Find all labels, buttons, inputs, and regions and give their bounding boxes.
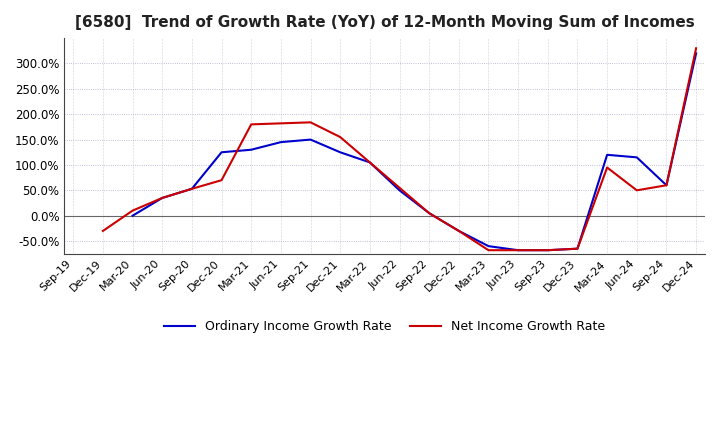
Line: Net Income Growth Rate: Net Income Growth Rate — [103, 48, 696, 250]
Ordinary Income Growth Rate — [514, 248, 523, 253]
Net Income Growth Rate — [573, 246, 582, 251]
Net Income Growth Rate — [484, 248, 492, 253]
Ordinary Income Growth Rate — [395, 188, 404, 193]
Ordinary Income Growth Rate — [484, 243, 492, 249]
Ordinary Income Growth Rate — [692, 51, 701, 56]
Ordinary Income Growth Rate — [128, 213, 137, 218]
Net Income Growth Rate — [276, 121, 285, 126]
Net Income Growth Rate — [514, 248, 523, 253]
Net Income Growth Rate — [217, 178, 226, 183]
Net Income Growth Rate — [632, 188, 641, 193]
Ordinary Income Growth Rate — [573, 246, 582, 251]
Ordinary Income Growth Rate — [425, 210, 433, 216]
Ordinary Income Growth Rate — [662, 183, 671, 188]
Net Income Growth Rate — [544, 248, 552, 253]
Net Income Growth Rate — [425, 210, 433, 216]
Ordinary Income Growth Rate — [247, 147, 256, 152]
Line: Ordinary Income Growth Rate: Ordinary Income Growth Rate — [132, 53, 696, 250]
Ordinary Income Growth Rate — [276, 139, 285, 145]
Net Income Growth Rate — [247, 122, 256, 127]
Ordinary Income Growth Rate — [217, 150, 226, 155]
Net Income Growth Rate — [603, 165, 611, 170]
Ordinary Income Growth Rate — [603, 152, 611, 158]
Net Income Growth Rate — [128, 208, 137, 213]
Net Income Growth Rate — [366, 160, 374, 165]
Ordinary Income Growth Rate — [544, 248, 552, 253]
Ordinary Income Growth Rate — [336, 150, 344, 155]
Net Income Growth Rate — [99, 228, 107, 234]
Title: [6580]  Trend of Growth Rate (YoY) of 12-Month Moving Sum of Incomes: [6580] Trend of Growth Rate (YoY) of 12-… — [75, 15, 695, 30]
Ordinary Income Growth Rate — [188, 186, 197, 191]
Legend: Ordinary Income Growth Rate, Net Income Growth Rate: Ordinary Income Growth Rate, Net Income … — [158, 315, 611, 338]
Net Income Growth Rate — [158, 195, 166, 201]
Net Income Growth Rate — [306, 120, 315, 125]
Ordinary Income Growth Rate — [366, 160, 374, 165]
Ordinary Income Growth Rate — [158, 195, 166, 201]
Ordinary Income Growth Rate — [632, 155, 641, 160]
Net Income Growth Rate — [662, 183, 671, 188]
Net Income Growth Rate — [188, 186, 197, 191]
Net Income Growth Rate — [692, 46, 701, 51]
Net Income Growth Rate — [336, 134, 344, 139]
Ordinary Income Growth Rate — [306, 137, 315, 142]
Net Income Growth Rate — [454, 228, 463, 234]
Ordinary Income Growth Rate — [454, 228, 463, 234]
Net Income Growth Rate — [395, 185, 404, 191]
